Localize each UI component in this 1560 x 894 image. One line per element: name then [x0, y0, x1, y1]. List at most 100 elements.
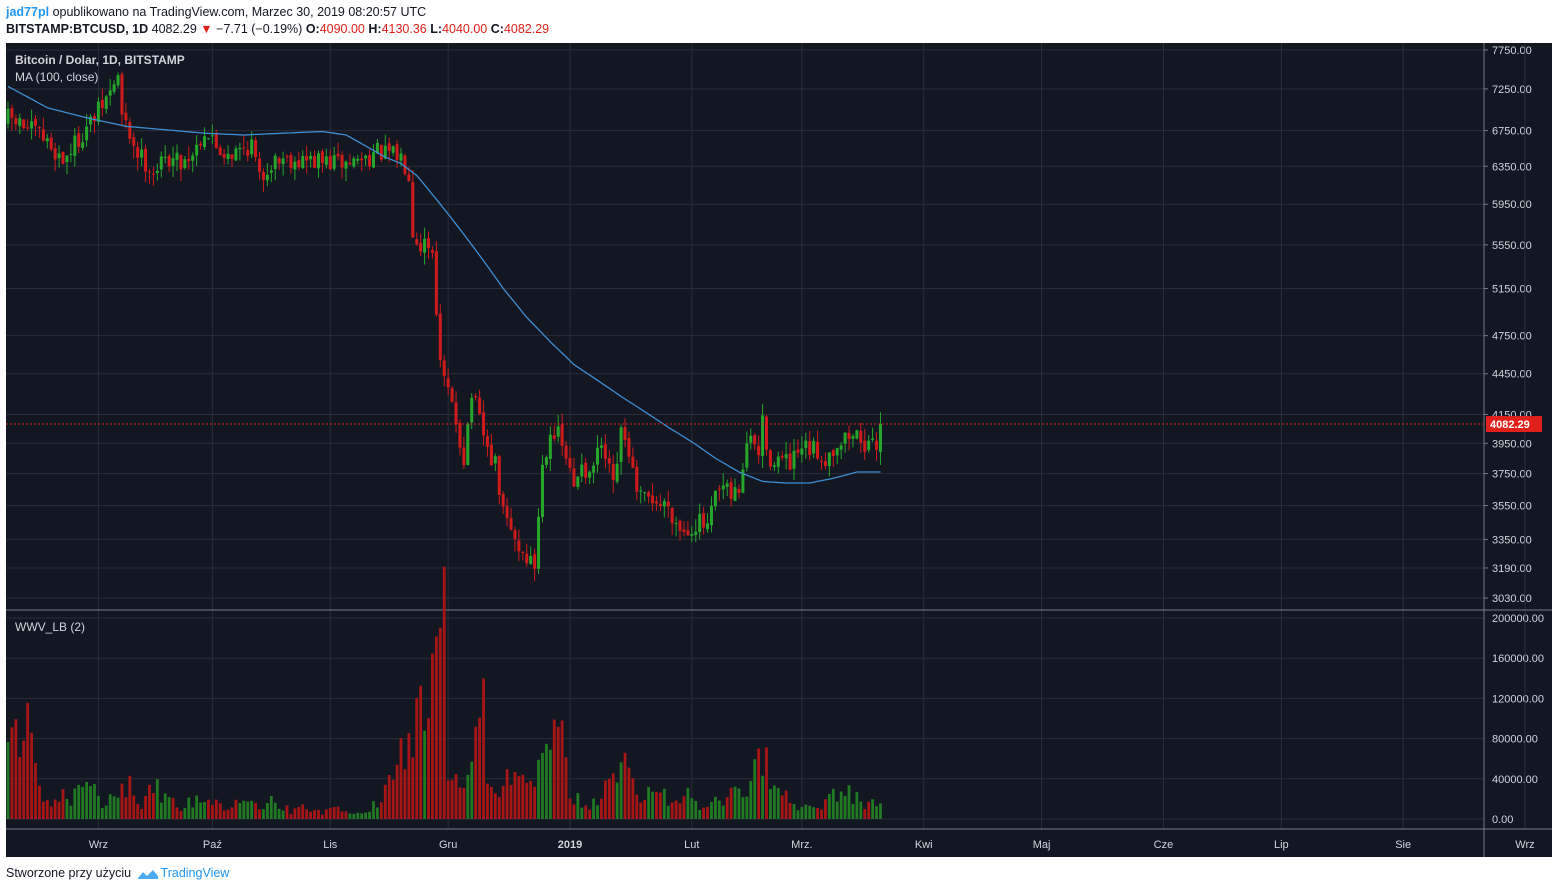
price-tick-label: 7250.00: [1492, 84, 1532, 96]
volume-bar: [265, 802, 269, 819]
close-label: C:: [490, 22, 504, 36]
candle-body: [104, 96, 108, 110]
volume-bar: [643, 799, 647, 819]
volume-tick-label: 0.00: [1492, 814, 1513, 826]
candle-body: [827, 452, 831, 467]
candle: [458, 419, 462, 456]
volume-bar: [792, 803, 796, 819]
candle-body: [706, 523, 710, 530]
candle-body: [234, 148, 238, 161]
candle: [521, 550, 525, 561]
volume-bar: [568, 798, 572, 819]
candle-body: [30, 121, 34, 129]
candle-body: [419, 243, 423, 252]
candle: [509, 508, 513, 531]
volume-bar: [183, 808, 187, 819]
candle-body: [808, 441, 812, 456]
volume-bar: [686, 787, 690, 819]
candle: [702, 507, 706, 535]
candle: [568, 445, 572, 473]
candle-body: [179, 155, 183, 170]
candle: [136, 141, 140, 171]
candle-body: [163, 157, 167, 159]
candle: [820, 455, 824, 471]
volume-bar: [116, 797, 120, 819]
candle-body: [737, 489, 741, 493]
candle: [116, 72, 120, 88]
candle: [643, 491, 647, 502]
volume-bar: [57, 801, 61, 819]
candle-body: [607, 458, 611, 464]
candle-body: [254, 140, 258, 158]
candle-body: [65, 155, 69, 163]
candle: [784, 441, 788, 470]
candle: [588, 470, 592, 485]
down-triangle-icon: ▼: [200, 22, 213, 36]
candle: [823, 452, 827, 470]
candle: [265, 163, 269, 187]
candle: [112, 80, 116, 95]
candle-body: [623, 427, 627, 440]
candle: [203, 127, 206, 151]
candle: [104, 94, 108, 114]
candle-body: [49, 137, 53, 150]
candle-body: [497, 456, 501, 495]
indicator-label[interactable]: MA (100, close): [15, 70, 98, 84]
volume-bar: [191, 807, 195, 819]
price-tick-label: 3750.00: [1492, 469, 1532, 481]
volume-bar: [556, 726, 560, 819]
candle-body: [57, 153, 61, 159]
volume-bar: [741, 797, 745, 819]
candle: [501, 491, 505, 514]
candle-body: [77, 133, 81, 147]
candle-body: [371, 152, 375, 168]
volume-bar: [387, 774, 391, 819]
volume-bar: [222, 810, 226, 819]
high-label: H:: [368, 22, 382, 36]
candle-body: [108, 90, 112, 96]
candle-body: [690, 534, 694, 536]
candle-body: [592, 465, 596, 473]
candle: [839, 442, 843, 460]
volume-bar: [195, 795, 199, 819]
volume-bar: [34, 763, 37, 819]
candle: [89, 114, 93, 133]
volume-bar: [623, 752, 627, 819]
volume-bar: [226, 809, 230, 819]
volume-bar: [26, 702, 30, 819]
candle: [556, 414, 560, 443]
tradingview-link[interactable]: TradingView: [160, 866, 230, 880]
candle: [631, 447, 635, 469]
volume-bar: [772, 785, 776, 819]
volume-bar: [336, 806, 340, 819]
volume-bar: [863, 809, 867, 819]
volume-bar: [171, 797, 175, 819]
volume-bar: [843, 795, 847, 819]
candle-body: [430, 249, 434, 253]
candle: [843, 432, 847, 453]
candle: [65, 154, 69, 175]
candle: [140, 138, 144, 167]
candle: [796, 439, 800, 458]
volume-bar: [714, 796, 717, 819]
volume-tick-label: 120000.00: [1492, 693, 1544, 705]
volume-bar: [407, 733, 411, 819]
candle-body: [529, 556, 533, 564]
author-link[interactable]: jad77pl: [6, 5, 50, 19]
candle-body: [53, 148, 57, 160]
candle-body: [709, 505, 713, 526]
volume-indicator-label[interactable]: WWV_LB (2): [15, 620, 85, 634]
volume-bar: [615, 782, 619, 819]
volume-bar: [360, 813, 364, 819]
candle: [250, 131, 254, 159]
candle-body: [167, 155, 171, 167]
candle-body: [859, 431, 863, 443]
candle: [639, 485, 643, 504]
candle: [151, 166, 155, 186]
volume-bar: [596, 805, 599, 819]
candle: [863, 428, 867, 460]
volume-bar: [254, 803, 257, 819]
candle: [297, 151, 301, 171]
candle: [835, 447, 839, 465]
